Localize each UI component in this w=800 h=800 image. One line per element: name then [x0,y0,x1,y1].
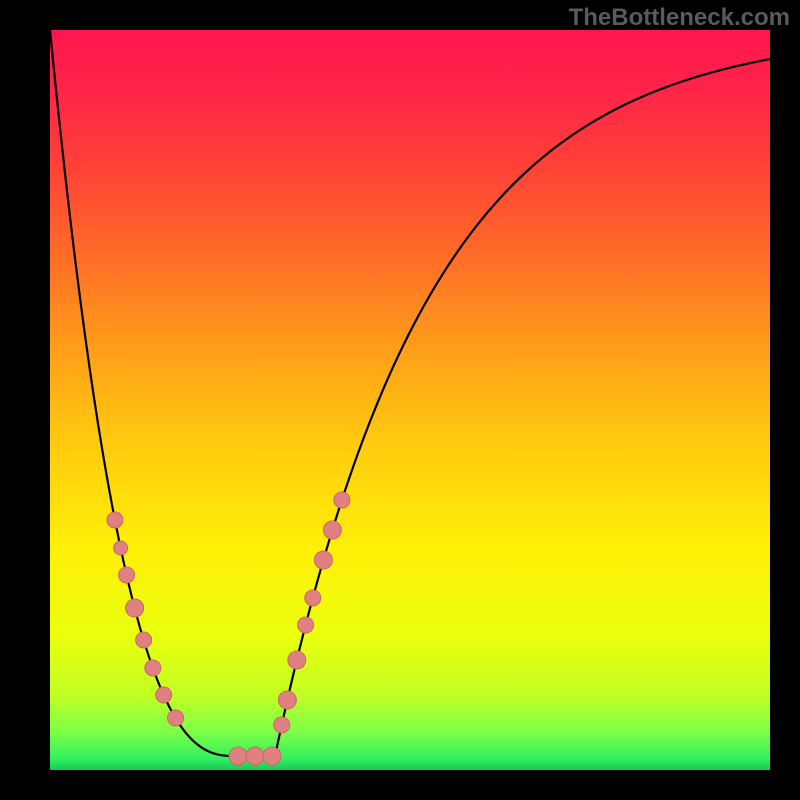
curve-marker [323,521,341,539]
curve-marker [229,747,247,765]
curve-marker [168,710,184,726]
curve-marker [145,660,161,676]
watermark-text: TheBottleneck.com [569,4,790,32]
curve-marker [246,747,264,765]
curve-marker [126,599,144,617]
bottleneck-chart [0,0,800,800]
curve-marker [263,747,281,765]
curve-marker [298,617,314,633]
curve-marker [314,551,332,569]
chart-container: TheBottleneck.com [0,0,800,800]
curve-marker [288,651,306,669]
curve-marker [334,492,350,508]
chart-gradient-background [50,30,770,770]
curve-marker [156,687,172,703]
curve-marker [274,717,290,733]
curve-marker [114,541,128,555]
curve-marker [119,567,135,583]
curve-marker [107,512,123,528]
curve-marker [278,691,296,709]
curve-marker [305,590,321,606]
curve-marker [136,632,152,648]
